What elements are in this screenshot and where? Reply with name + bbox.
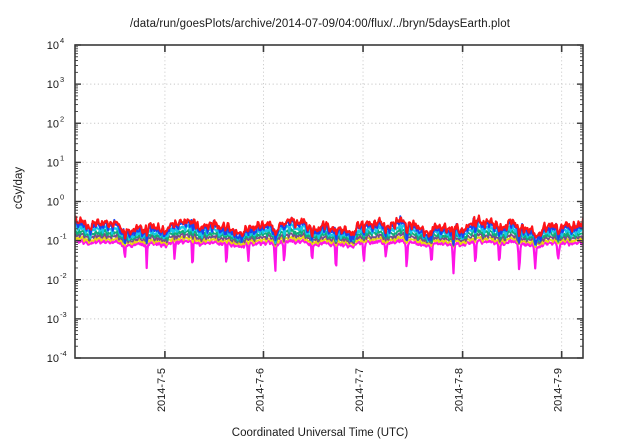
svg-text:2: 2 <box>60 114 64 123</box>
y-tick-label: 10 0 <box>47 193 64 209</box>
y-tick-label: 10 -2 <box>47 271 67 287</box>
axis-frame <box>74 44 584 359</box>
svg-text:10: 10 <box>47 79 59 91</box>
svg-text:10: 10 <box>47 40 59 52</box>
svg-text:10: 10 <box>47 118 59 130</box>
y-tick-label: 10 4 <box>47 36 64 52</box>
svg-text:10: 10 <box>47 197 59 209</box>
svg-text:10: 10 <box>47 314 59 326</box>
x-tick-label: 2014-7-8 <box>454 368 466 412</box>
y-tick-label: 10 -3 <box>47 310 67 326</box>
y-tick-label: 10 -4 <box>47 349 67 365</box>
x-tick-label: 2014-7-6 <box>254 368 266 412</box>
series-purple <box>75 231 583 247</box>
svg-text:3: 3 <box>60 75 64 84</box>
x-tick-label: 2014-7-7 <box>354 368 366 412</box>
y-tick-label: 10 2 <box>47 114 64 130</box>
svg-text:-2: -2 <box>60 271 67 280</box>
data-series-layer <box>75 214 583 275</box>
x-tick-label: 2014-7-5 <box>156 368 168 412</box>
series-magenta <box>75 237 583 275</box>
y-tick-label: 10 1 <box>47 153 64 169</box>
series-yellow <box>75 235 583 249</box>
gridlines <box>75 45 583 358</box>
page-title: /data/run/goesPlots/archive/2014-07-09/0… <box>130 18 510 30</box>
svg-text:10: 10 <box>47 353 59 365</box>
svg-text:0: 0 <box>60 193 64 202</box>
x-axis-title: Coordinated Universal Time (UTC) <box>231 427 409 439</box>
svg-text:10: 10 <box>47 236 59 248</box>
svg-text:-1: -1 <box>60 232 67 241</box>
svg-text:-3: -3 <box>60 310 67 319</box>
y-tick-label: 10 3 <box>47 75 64 91</box>
x-tick-label: 2014-7-9 <box>553 368 565 412</box>
svg-text:10: 10 <box>47 157 59 169</box>
y-tick-label: 10 -1 <box>47 232 67 248</box>
svg-text:4: 4 <box>60 36 64 45</box>
svg-text:10: 10 <box>47 275 59 287</box>
series-red <box>75 214 583 241</box>
svg-text:-4: -4 <box>60 349 67 358</box>
svg-text:1: 1 <box>60 153 64 162</box>
